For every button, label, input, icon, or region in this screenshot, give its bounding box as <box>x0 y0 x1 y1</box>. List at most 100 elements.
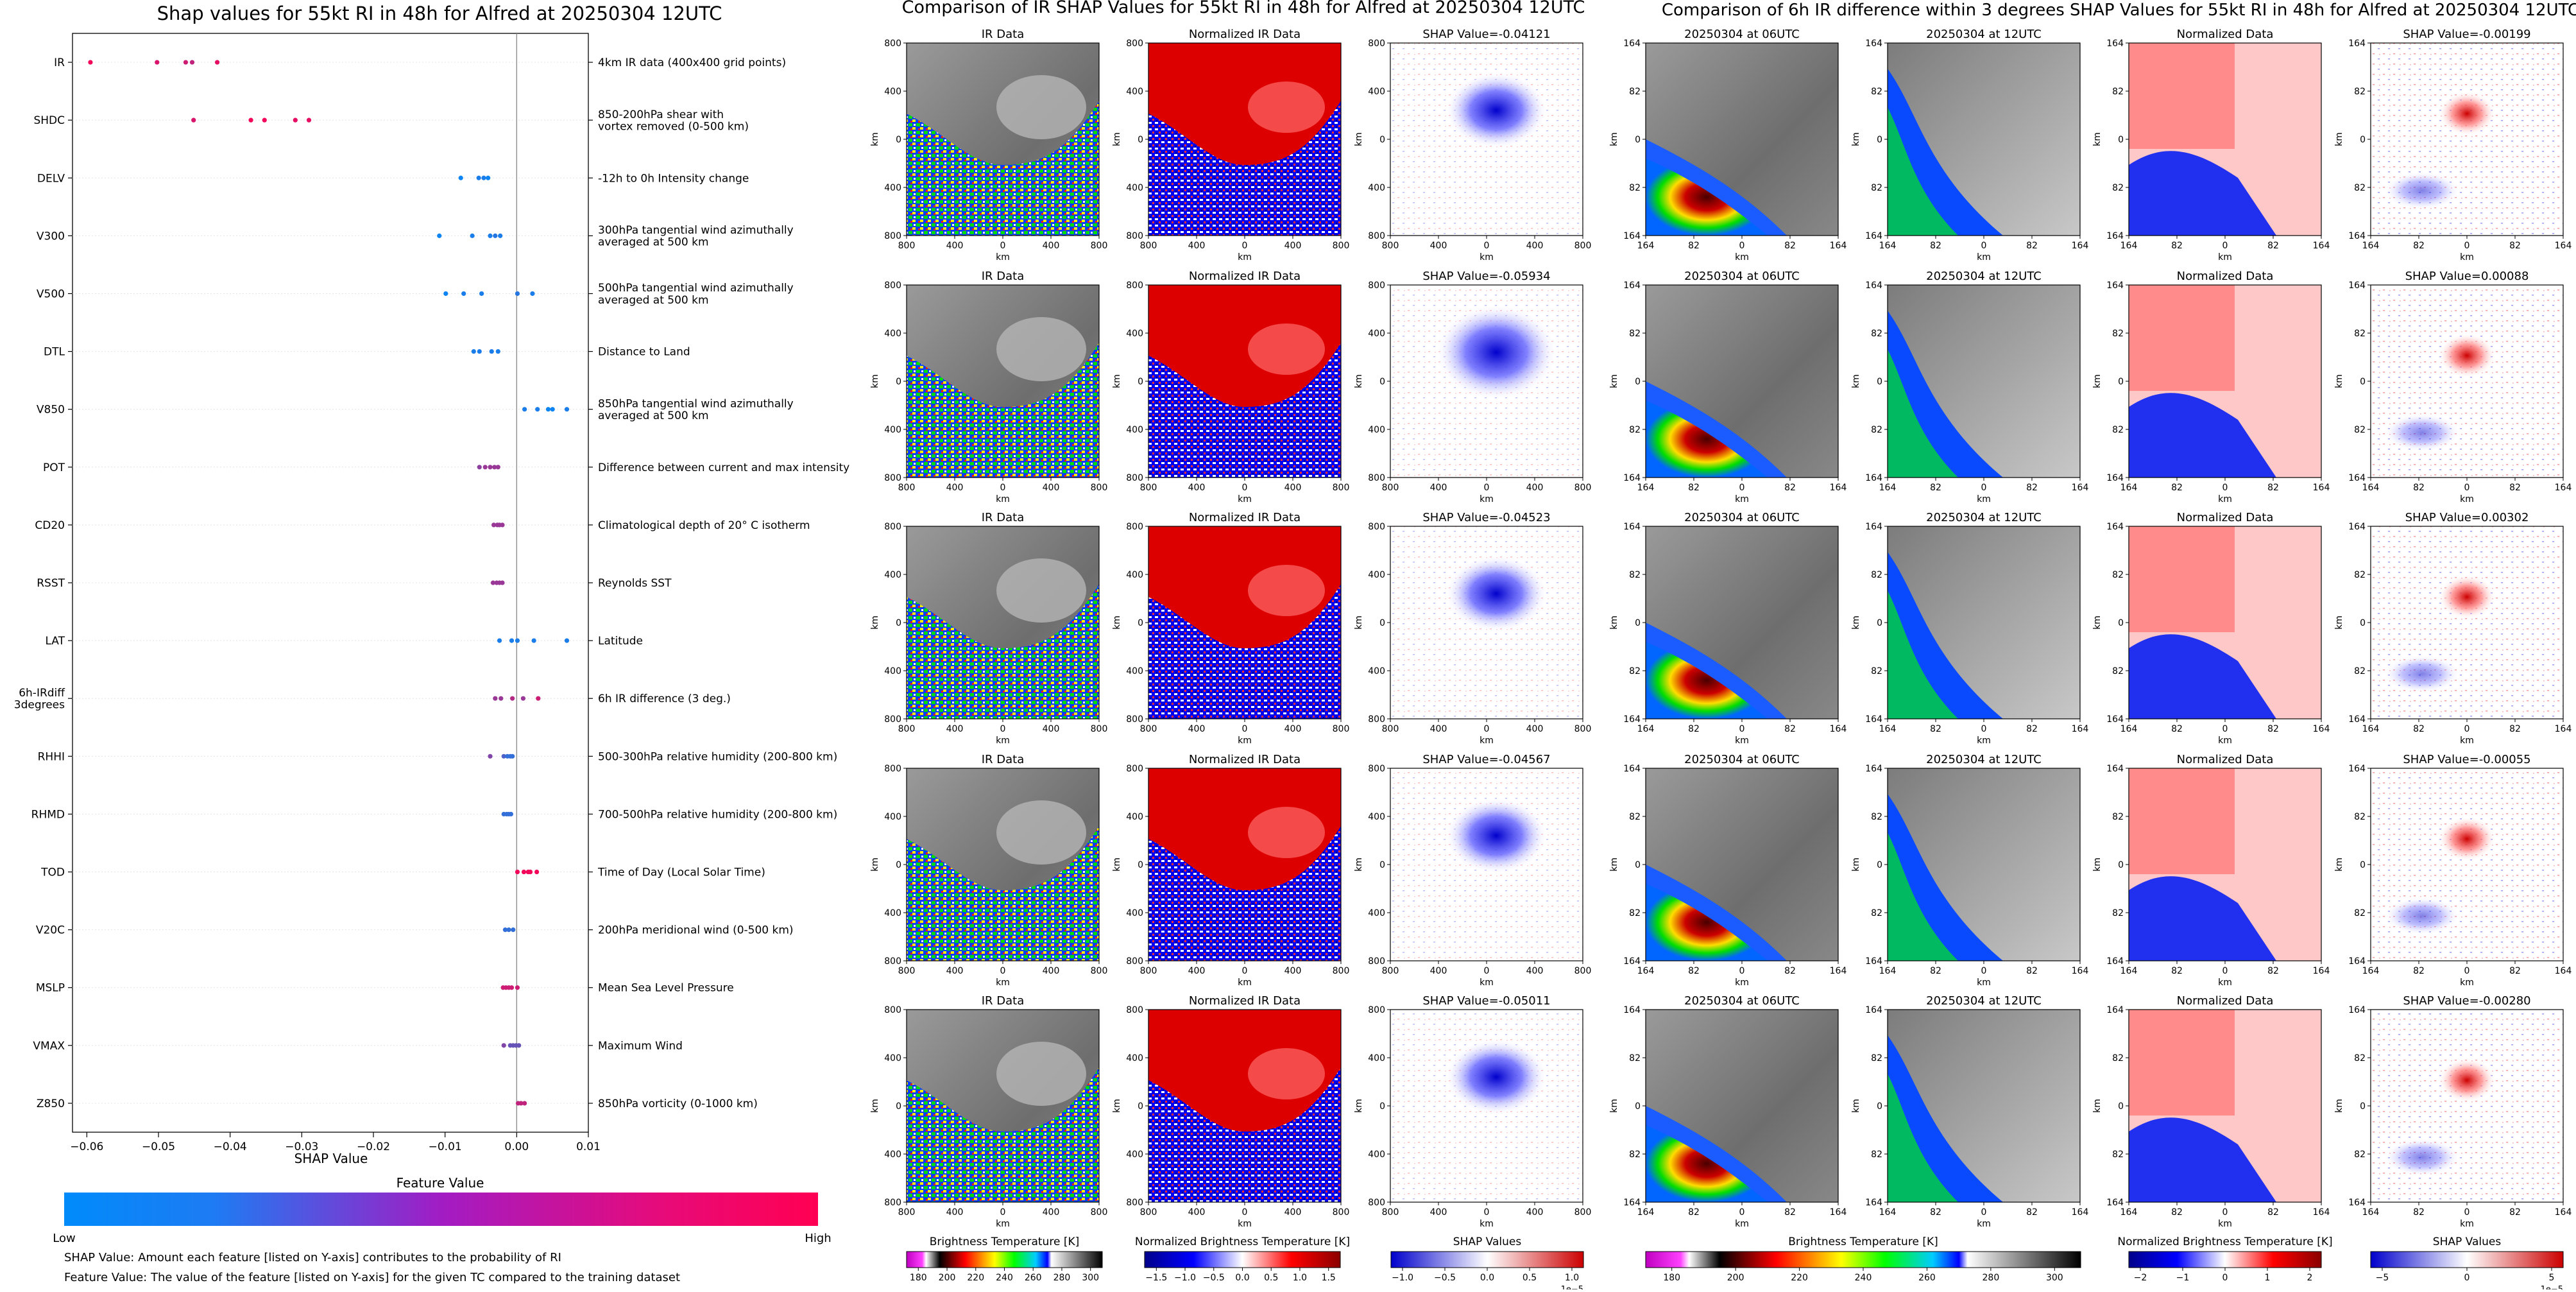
y-tick-label: 82 <box>1629 1053 1641 1064</box>
y-tick-label: 0 <box>2118 1101 2124 1112</box>
x-tick-label: 82 <box>2026 1207 2038 1218</box>
x-tick-label: 400 <box>1188 966 1206 976</box>
panel-title-diff-shap: SHAP Value=-0.00280 <box>2403 994 2530 1008</box>
x-axis-unit: km <box>1735 494 1749 504</box>
x-axis-unit: km <box>1238 978 1252 988</box>
y-tick-label: 82 <box>1629 87 1641 97</box>
shap-point <box>88 60 93 65</box>
x-tick-label: 164 <box>1637 966 1655 976</box>
y-axis-unit: km <box>2334 616 2344 630</box>
x-tick-label: 82 <box>1784 483 1796 493</box>
x-tick-label: 164 <box>1879 241 1897 251</box>
y-tick-label: 164 <box>2106 473 2124 483</box>
x-tick-label: 164 <box>1637 724 1655 734</box>
x-tick-label: 82 <box>2509 724 2521 734</box>
x-tick-label: 82 <box>2413 241 2425 251</box>
colorbar <box>1144 1251 1341 1268</box>
colorbar <box>2128 1251 2322 1268</box>
y-tick-label: 164 <box>2106 1005 2124 1015</box>
y-axis-unit: km <box>1354 616 1364 630</box>
colorbar-tick-label: −0.5 <box>1203 1273 1225 1283</box>
colorbar-tick-label: 220 <box>1791 1273 1808 1283</box>
x-tick-label: 82 <box>2026 724 2038 734</box>
x-tick-label: 800 <box>1333 966 1350 976</box>
shap-positive-blob <box>2438 816 2496 861</box>
shap-point <box>488 754 493 759</box>
shap-point <box>482 465 488 470</box>
x-tick-label: 164 <box>2362 1207 2380 1218</box>
colorbar-tick-label: 0 <box>2222 1273 2228 1283</box>
feature-name-label: DELV <box>37 172 65 185</box>
y-axis-unit: km <box>1851 1099 1861 1113</box>
y-tick-label: 164 <box>2106 764 2124 774</box>
x-tick-label: 164 <box>2120 483 2138 493</box>
y-tick-label: 800 <box>884 231 901 241</box>
shap-point <box>500 522 505 528</box>
x-tick-label: 82 <box>2171 241 2183 251</box>
x-tick-label: 0 <box>1739 724 1745 734</box>
cold-anomaly-region <box>2129 151 2276 236</box>
colorbar-tick-label: −1.0 <box>1174 1273 1196 1283</box>
y-tick-label: 164 <box>1865 714 1882 725</box>
x-tick-label: 400 <box>1043 483 1060 493</box>
x-tick-label: 800 <box>1333 1207 1350 1218</box>
panel-title-06utc: 20250304 at 06UTC <box>1684 511 1800 524</box>
x-tick-label: 82 <box>2267 724 2279 734</box>
x-tick-label: 800 <box>1140 1207 1157 1218</box>
shap-point <box>522 407 527 412</box>
x-tick-label: 164 <box>2313 966 2330 976</box>
x-tick-label: 0 <box>2222 724 2228 734</box>
x-tick-label: 800 <box>898 966 916 976</box>
feature-name-label: 6h-IRdiff 3degrees <box>14 687 66 712</box>
y-tick-label: 400 <box>1126 87 1143 97</box>
shap-point <box>520 696 525 701</box>
x-tick-label: 82 <box>1688 241 1700 251</box>
x-tick-label: 82 <box>1930 724 1941 734</box>
y-tick-label: 0 <box>1877 618 1882 628</box>
y-tick-label: 400 <box>1126 329 1143 339</box>
x-axis-unit: km <box>996 736 1010 746</box>
y-tick-label: 800 <box>1368 714 1385 725</box>
x-axis-unit: km <box>996 978 1010 988</box>
y-tick-label: 0 <box>1877 377 1882 387</box>
y-tick-label: 400 <box>1368 183 1385 193</box>
shap-point <box>506 927 511 933</box>
panel-title-06utc: 20250304 at 06UTC <box>1684 270 1800 283</box>
y-tick-label: 0 <box>2360 860 2366 870</box>
y-tick-label: 164 <box>1865 1005 1882 1015</box>
feature-description-label: 850hPa vorticity (0-1000 km) <box>598 1098 758 1110</box>
normalized-cold-cloud-band <box>1148 584 1341 719</box>
x-tick-label: 800 <box>1574 1207 1592 1218</box>
feature-description-label: 500-300hPa relative humidity (200-800 km… <box>598 750 837 763</box>
y-tick-label: 400 <box>884 87 901 97</box>
y-tick-label: 800 <box>884 280 901 291</box>
x-tick-label: 400 <box>1430 724 1447 734</box>
shap-note-1: SHAP Value: Amount each feature [listed … <box>64 1251 561 1264</box>
x-tick-label: 164 <box>2362 483 2380 493</box>
x-tick-label: 400 <box>1188 1207 1206 1218</box>
x-tick-label: 82 <box>2413 1207 2425 1218</box>
panel-title-diff-shap: SHAP Value=0.00088 <box>2405 270 2529 283</box>
y-tick-label: 0 <box>1138 377 1143 387</box>
y-tick-label: 164 <box>2348 764 2366 774</box>
y-tick-label: 400 <box>1368 1053 1385 1064</box>
x-axis-unit: km <box>1977 736 1991 746</box>
x-tick-label: 0 <box>1739 483 1745 493</box>
y-tick-label: 82 <box>2112 812 2124 822</box>
y-tick-label: 82 <box>2354 1053 2366 1064</box>
x-tick-label: 164 <box>1830 483 1847 493</box>
y-tick-label: 82 <box>1629 1150 1641 1160</box>
y-axis-unit: km <box>1354 132 1364 146</box>
x-tick-label: 164 <box>2555 724 2572 734</box>
feature-description-label: Time of Day (Local Solar Time) <box>597 866 765 879</box>
feature-name-label: VMAX <box>33 1040 65 1053</box>
x-tick-label: 164 <box>2555 241 2572 251</box>
shap-point <box>155 60 160 65</box>
shap-point <box>471 349 476 354</box>
x-tick-label: 800 <box>898 1207 916 1218</box>
x-tick-label: 0.00 <box>504 1141 529 1153</box>
x-tick-label: 0 <box>1242 966 1248 976</box>
y-tick-label: 82 <box>2354 425 2366 435</box>
x-axis-unit: km <box>2460 736 2474 746</box>
